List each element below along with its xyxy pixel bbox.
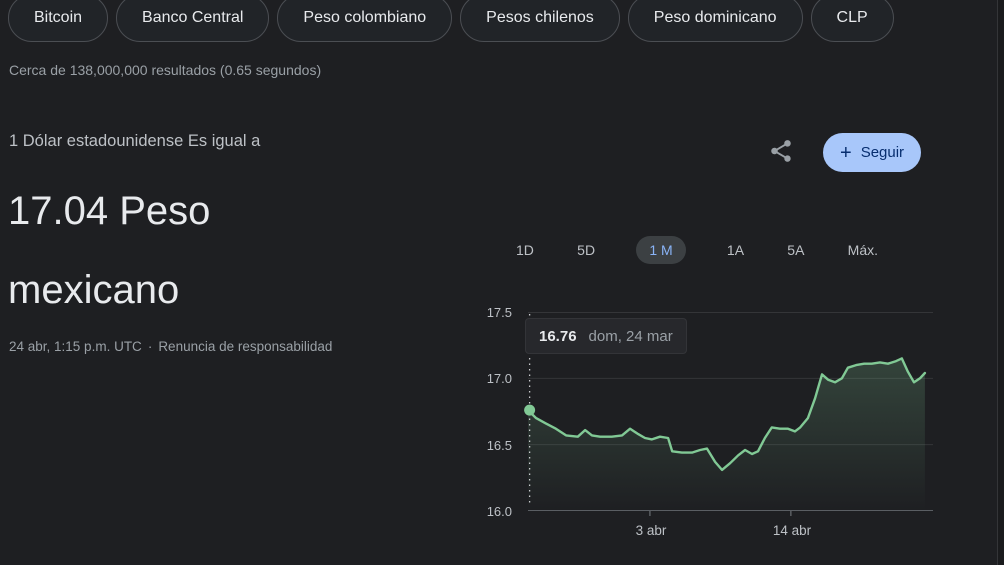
x-axis-label-3-abr: 3 abr <box>635 523 667 538</box>
conversion-timestamp-line: 24 abr, 1:15 p.m. UTC · Renuncia de respon… <box>9 339 332 354</box>
related-search-chips: Bitcoin Banco Central Peso colombiano Pe… <box>8 0 894 42</box>
window-edge <box>998 0 1004 565</box>
share-button[interactable] <box>767 138 795 166</box>
chip-banco-central[interactable]: Banco Central <box>116 0 270 42</box>
dot-separator: · <box>147 339 153 354</box>
range-tab-1m[interactable]: 1 M <box>636 235 686 264</box>
range-tab-max[interactable]: Máx. <box>846 236 880 264</box>
range-tab-1d[interactable]: 1D <box>514 236 536 264</box>
tooltip-date: dom, 24 mar <box>588 327 673 345</box>
follow-label: Seguir <box>860 144 905 161</box>
exchange-rate-chart[interactable] <box>524 312 934 519</box>
scrollbar-track-edge[interactable] <box>997 0 998 565</box>
y-axis-label-16-5: 16.5 <box>486 438 512 453</box>
time-range-tabs: 1D 5D 1 M 1A 5A Máx. <box>514 234 880 265</box>
chip-peso-dominicano[interactable]: Peso dominicano <box>627 0 803 42</box>
plus-icon: + <box>840 141 852 164</box>
range-tab-5a[interactable]: 5A <box>785 236 806 264</box>
timestamp: 24 abr, 1:15 p.m. UTC <box>9 339 142 354</box>
conversion-result: 17.04 Peso mexicano <box>8 189 211 312</box>
tooltip-value: 16.76 <box>539 327 577 345</box>
y-axis-label-17-0: 17.0 <box>486 371 512 386</box>
share-icon <box>771 140 791 162</box>
range-tab-5d[interactable]: 5D <box>575 236 597 264</box>
chip-clp[interactable]: CLP <box>810 0 894 42</box>
chip-pesos-chilenos[interactable]: Pesos chilenos <box>460 0 620 42</box>
chip-peso-colombiano[interactable]: Peso colombiano <box>277 0 453 42</box>
x-axis-label-14-abr: 14 abr <box>772 523 812 538</box>
results-count: Cerca de 138,000,000 resultados (0.65 se… <box>9 62 322 78</box>
conversion-heading: 1 Dólar estadounidense Es igual a <box>9 132 261 150</box>
range-tab-1a[interactable]: 1A <box>725 236 746 264</box>
chart-hover-tooltip: 16.76 dom, 24 mar <box>525 318 687 354</box>
chip-bitcoin[interactable]: Bitcoin <box>8 0 109 42</box>
y-axis-label-16-0: 16.0 <box>486 504 512 519</box>
y-axis-label-17-5: 17.5 <box>486 305 512 320</box>
disclaimer-link[interactable]: Renuncia de responsabilidad <box>158 339 333 354</box>
follow-button[interactable]: + Seguir <box>823 133 922 172</box>
